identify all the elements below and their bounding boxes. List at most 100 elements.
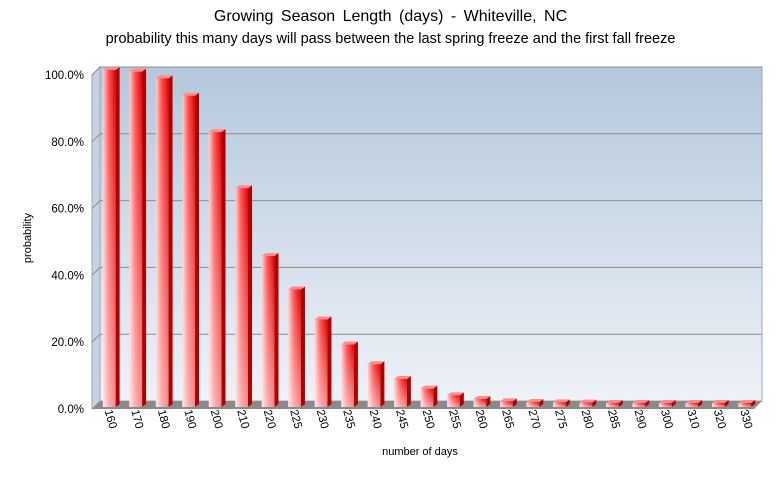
bar-side <box>433 385 438 407</box>
x-tick-label: 190 <box>181 408 198 430</box>
bar-highlight <box>314 319 328 407</box>
bar-top <box>632 399 650 403</box>
bar-top <box>261 253 279 257</box>
bar-top <box>606 399 623 403</box>
bar <box>394 375 411 407</box>
x-tick-label: 220 <box>261 408 278 430</box>
x-tick-label: 290 <box>631 408 648 430</box>
x-tick-label: 265 <box>499 408 516 430</box>
bar-side <box>142 68 147 408</box>
bar <box>208 129 226 407</box>
x-tick-label: 320 <box>711 408 728 430</box>
bar-highlight <box>208 132 222 407</box>
bar-top <box>367 361 385 365</box>
bar-highlight <box>155 78 169 407</box>
bar-highlight <box>420 388 434 407</box>
bar-top <box>526 398 544 402</box>
x-tick-label: 200 <box>208 408 225 430</box>
bar-highlight <box>182 95 196 407</box>
bar <box>129 68 147 408</box>
bar-top <box>473 395 491 399</box>
bar-highlight <box>738 402 752 407</box>
bar-side <box>195 92 200 407</box>
y-tick-label: 20.0% <box>51 337 84 349</box>
bar-highlight <box>261 256 275 407</box>
x-tick-label: 180 <box>155 408 172 430</box>
bar-top <box>314 316 332 320</box>
bar-highlight <box>711 402 725 407</box>
bar-side <box>751 399 756 407</box>
bar <box>155 75 173 407</box>
bar-side <box>539 398 544 407</box>
bar-highlight <box>102 70 116 407</box>
x-tick-label: 310 <box>684 408 701 430</box>
bar-side <box>486 395 491 407</box>
y-axis-label: probability <box>22 212 34 263</box>
bar-highlight <box>341 344 354 407</box>
bar-top <box>208 129 226 133</box>
bar-side <box>671 399 676 407</box>
bar-side <box>300 286 305 407</box>
bar-highlight <box>658 402 672 407</box>
bar-highlight <box>129 71 143 408</box>
bar <box>367 361 385 407</box>
bar-top <box>394 375 411 379</box>
x-tick-label: 240 <box>367 408 384 430</box>
x-tick-label: 250 <box>420 408 437 430</box>
bar-side <box>115 67 120 407</box>
bar-side <box>618 399 623 407</box>
bar-highlight <box>579 402 593 407</box>
y-tick-label: 0.0% <box>58 404 84 416</box>
bar-side <box>645 399 650 407</box>
bar-highlight <box>685 402 699 407</box>
bar-top <box>288 286 305 290</box>
chart-subtitle: probability this many days will pass bet… <box>105 31 676 47</box>
bar <box>102 67 120 407</box>
y-tick-label: 60.0% <box>51 204 84 216</box>
y-tick-label: 80.0% <box>51 137 84 149</box>
bar <box>235 185 252 407</box>
bar <box>182 92 200 407</box>
bar <box>685 399 703 407</box>
x-tick-label: 255 <box>446 408 463 430</box>
bar-highlight <box>526 401 540 407</box>
chart-title: Growing Season Length (days) - Whitevill… <box>213 8 568 25</box>
x-tick-label: 260 <box>473 408 490 430</box>
bar-top <box>553 399 570 403</box>
bar <box>500 398 517 407</box>
x-tick-label: 160 <box>102 408 119 430</box>
bar <box>261 253 279 407</box>
bar <box>711 399 729 407</box>
bar-highlight <box>473 398 487 407</box>
bar-side <box>698 399 703 407</box>
plot-back-wall <box>99 66 763 402</box>
bar-highlight <box>632 402 646 407</box>
bar-highlight <box>288 289 301 407</box>
bar <box>632 399 650 407</box>
bar-highlight <box>447 395 460 407</box>
bar-top <box>341 341 358 345</box>
bar <box>658 399 676 407</box>
bar-side <box>592 399 597 407</box>
bar-top <box>500 398 517 402</box>
bar <box>447 392 464 407</box>
bar-side <box>327 316 332 407</box>
plot-side-wall <box>91 65 101 411</box>
bar-side <box>247 185 252 407</box>
bar-top <box>447 392 464 396</box>
bar-side <box>512 398 517 407</box>
bar-side <box>274 253 279 407</box>
bar-side <box>168 75 173 407</box>
bar <box>526 398 544 407</box>
bar <box>288 286 305 407</box>
bar-top <box>155 75 173 79</box>
bar <box>341 341 358 407</box>
bar-side <box>565 399 570 407</box>
bar-top <box>711 399 729 403</box>
x-tick-label: 225 <box>287 408 304 430</box>
bar <box>314 316 332 407</box>
bar-side <box>724 399 729 407</box>
bar-side <box>380 361 385 407</box>
x-tick-label: 270 <box>526 408 543 430</box>
x-tick-label: 245 <box>393 408 410 430</box>
